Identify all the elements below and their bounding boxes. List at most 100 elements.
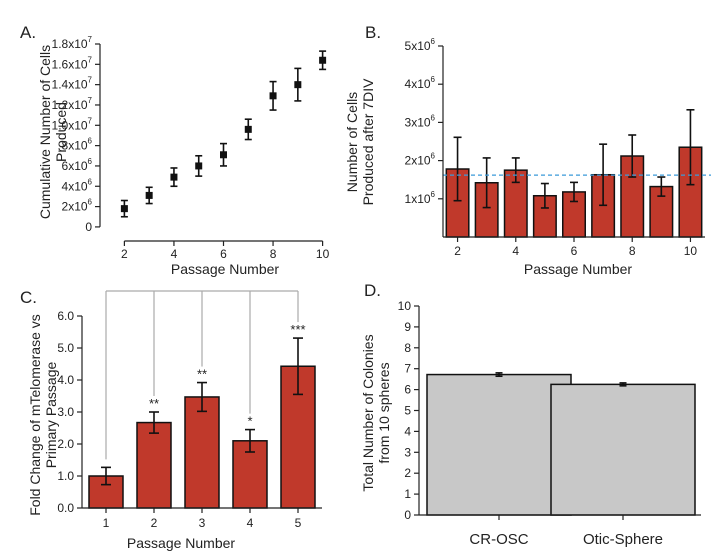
panel-a-point — [220, 151, 227, 159]
panel-d-y-tick-label: 0 — [404, 508, 411, 522]
panel-a-y-tick-label: 8x106 — [62, 137, 93, 153]
panel-d-y-tick-label: 10 — [398, 299, 412, 313]
panel-a-point — [120, 205, 128, 213]
panel-d-y-tick-label: 1 — [404, 487, 411, 501]
panel-d-x-tick-label: CR-OSC — [469, 531, 528, 548]
panel-b-error-bar — [686, 108, 695, 186]
panel-c-significance-label: *** — [290, 322, 305, 337]
panel-c-y-ticks: 0.0 1.0 2.0 3.0 4.0 5.0 6.0 — [57, 309, 82, 515]
panel-a-y-tick-label: 4x106 — [62, 177, 93, 193]
panel-d-y-tick-label: 5 — [404, 404, 411, 418]
panel-a-point — [294, 81, 302, 89]
panel-c-bar — [136, 421, 172, 509]
panel-c-x-tick-label: 4 — [247, 516, 254, 530]
panel-b-bars — [443, 108, 711, 238]
panel-c-y-tick-label: 5.0 — [57, 341, 74, 355]
panel-d-bar — [550, 383, 696, 516]
panel-d-y-ticks: 0 1 2 3 4 5 6 7 8 9 10 — [398, 299, 419, 522]
panel-c-y-tick-label: 3.0 — [57, 405, 74, 419]
panel-a-x-tick-label: 8 — [270, 247, 277, 261]
panel-c-bar — [184, 396, 220, 509]
panel-d-y-tick-label: 7 — [404, 362, 411, 376]
panel-b-error-bar — [511, 157, 520, 184]
panel-b-y-ticks: 1x106 2x106 3x106 4x106 5x106 — [405, 37, 443, 206]
panel-a-x-tick-label: 2 — [121, 247, 128, 261]
panel-c-y-tick-label: 6.0 — [57, 309, 74, 323]
panel-c-x-tick-label: 5 — [295, 516, 302, 530]
panel-c-ylabel-line2: Primary Passage — [43, 361, 59, 468]
panel-b-error-bar — [628, 134, 637, 178]
panel-b-y-tick-label: 1x106 — [405, 190, 436, 206]
panel-c-x-tick-label: 3 — [199, 516, 206, 530]
panel-b-error-bar — [570, 181, 578, 203]
panel-b-x-tick-label: 4 — [512, 244, 519, 258]
panel-c-significance-label: ** — [197, 367, 207, 382]
panel-b-ylabel-line2: Produced after 7DIV — [360, 78, 376, 206]
panel-b-x-tick-label: 6 — [571, 244, 578, 258]
panel-b-y-tick-label: 5x106 — [405, 37, 436, 53]
panel-a-point — [145, 191, 153, 199]
panel-a-y-tick-label: 1.0x107 — [52, 116, 93, 132]
panel-a-y-tick-label: 2x106 — [62, 198, 93, 214]
panel-d-y-tick-label: 6 — [404, 383, 411, 397]
panel-c-significance-label: ** — [149, 396, 159, 411]
panel-b-label: B. — [365, 23, 381, 42]
panel-d-ylabel-line2: from 10 spheres — [376, 362, 392, 463]
panel-c-x-tick-label: 1 — [103, 516, 110, 530]
panel-a-xlabel: Passage Number — [171, 261, 280, 277]
panel-d-ylabel-line1: Total Number of Colonies — [360, 334, 376, 491]
panel-a-ylabel-line2: Produced — [53, 102, 69, 162]
panel-a-x-tick-label: 10 — [316, 247, 330, 261]
panel-d-error-bar — [619, 382, 627, 387]
panel-a-point — [170, 173, 178, 181]
panel-d-y-tick-label: 2 — [404, 466, 411, 480]
panel-a-y-tick-label: 1.2x107 — [52, 96, 93, 112]
panel-b-y-tick-label: 2x106 — [405, 152, 436, 168]
panel-a-point — [319, 56, 327, 64]
panel-a-points — [120, 50, 327, 218]
panel-d: D. 0 1 2 3 4 5 6 7 8 9 10 CR-OSC Otic-Sphere Total … — [360, 281, 701, 548]
panel-c-x-ticks: 1 2 3 4 5 — [103, 508, 302, 530]
panel-d-y-tick-label: 8 — [404, 341, 411, 355]
panel-c-ylabel-line1: Fold Change of mTelomerase vs — [27, 314, 43, 516]
panel-c-y-tick-label: 0.0 — [57, 501, 74, 515]
panel-d-bars — [426, 372, 696, 516]
panel-c-significance-label: * — [247, 414, 252, 429]
panel-a-point — [269, 92, 277, 100]
panel-c-error-bar — [101, 466, 111, 486]
panel-a-y-tick-label: 1.4x107 — [52, 76, 93, 92]
panel-b-x-ticks: 2 4 6 8 10 — [454, 237, 697, 258]
panel-c-y-tick-label: 4.0 — [57, 373, 74, 387]
panel-a-y-tick-label: 1.8x107 — [52, 35, 93, 51]
panel-b-x-tick-label: 10 — [684, 244, 698, 258]
panel-c-x-tick-label: 2 — [151, 516, 158, 530]
panel-a-x-ticks: 2 4 6 8 10 — [121, 241, 330, 261]
panel-d-x-ticks: CR-OSC Otic-Sphere — [469, 515, 663, 548]
panel-d-error-bar — [495, 372, 503, 378]
panel-d-bar — [426, 373, 572, 516]
panel-a-y-tick-label: 1.6x107 — [52, 55, 93, 71]
panel-a-label: A. — [20, 23, 36, 42]
panel-b-x-tick-label: 8 — [629, 244, 636, 258]
panel-c-xlabel: Passage Number — [127, 535, 236, 551]
panel-a-point — [244, 125, 252, 133]
panel-b-y-tick-label: 4x106 — [405, 75, 436, 91]
panel-c-y-tick-label: 1.0 — [57, 469, 74, 483]
panel-a-x-tick-label: 6 — [220, 247, 227, 261]
panel-c-significance-brackets — [105, 290, 299, 460]
panel-a-ylabel-line1: Cumulative Number of Cells — [37, 45, 53, 219]
panel-d-label: D. — [364, 281, 381, 300]
panel-b-ylabel-line1: Number of Cells — [344, 92, 360, 192]
panel-a: A. 0 2x106 4x106 6x106 8x106 1.0x107 1.2x107 1.… — [20, 23, 330, 277]
panel-b-error-bar — [482, 157, 491, 209]
panel-b-y-tick-label: 3x106 — [405, 113, 436, 129]
panel-b-error-bar — [599, 143, 608, 207]
panel-c-label: C. — [20, 288, 37, 307]
panel-b-error-bar — [540, 182, 549, 209]
panel-d-x-tick-label: Otic-Sphere — [583, 531, 663, 548]
panel-d-y-tick-label: 9 — [404, 320, 411, 334]
panel-c-error-bar — [245, 428, 255, 453]
panel-b: B. 1x106 2x106 3x106 4x106 5x106 2 4 6 8 10 Pass… — [344, 23, 711, 277]
